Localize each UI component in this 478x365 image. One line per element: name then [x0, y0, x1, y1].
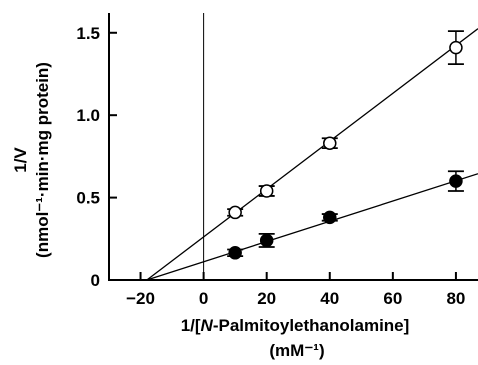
y-tick-label: 1.5: [76, 24, 100, 43]
data-point-open-circle: [449, 40, 463, 55]
y-tick-label: 1.0: [76, 106, 100, 125]
x-tick-label: 80: [446, 289, 465, 308]
fit-line-series-2: [146, 173, 478, 281]
data-point-filled-circle: [259, 233, 274, 248]
plot-area: −20 0 20 40 60 80 0 0.5 1.0 1.5: [76, 13, 478, 308]
y-tick-label: 0.5: [76, 189, 100, 208]
x-axis-label-italic: N: [201, 316, 214, 335]
x-axis-label-prefix: 1/[: [181, 316, 201, 335]
x-axis-unit: (mM⁻¹): [269, 341, 324, 360]
y-tick-label: 0: [91, 271, 100, 290]
x-tick-label: 20: [257, 289, 276, 308]
x-tick-label: 60: [383, 289, 402, 308]
data-point-filled-circle: [449, 174, 463, 188]
data-point-open-circle: [259, 184, 274, 198]
x-tick-label: 0: [199, 289, 208, 308]
data-point-open-circle: [228, 205, 242, 220]
x-tick-label: −20: [126, 289, 155, 308]
y-axis-label-line2: (nmol⁻¹·min·mg protein): [33, 62, 52, 258]
data-point-filled-circle: [323, 210, 337, 225]
x-tick-label: 40: [320, 289, 339, 308]
x-axis-label-suffix: -Palmitoylethanolamine]: [213, 316, 409, 335]
fit-line-series-1: [146, 28, 478, 281]
data-point-filled-circle: [228, 246, 242, 260]
x-axis-label: 1/[N-Palmitoylethanolamine]: [181, 316, 410, 335]
y-axis-label-line1: 1/V: [11, 147, 30, 173]
data-point-open-circle: [323, 136, 337, 150]
